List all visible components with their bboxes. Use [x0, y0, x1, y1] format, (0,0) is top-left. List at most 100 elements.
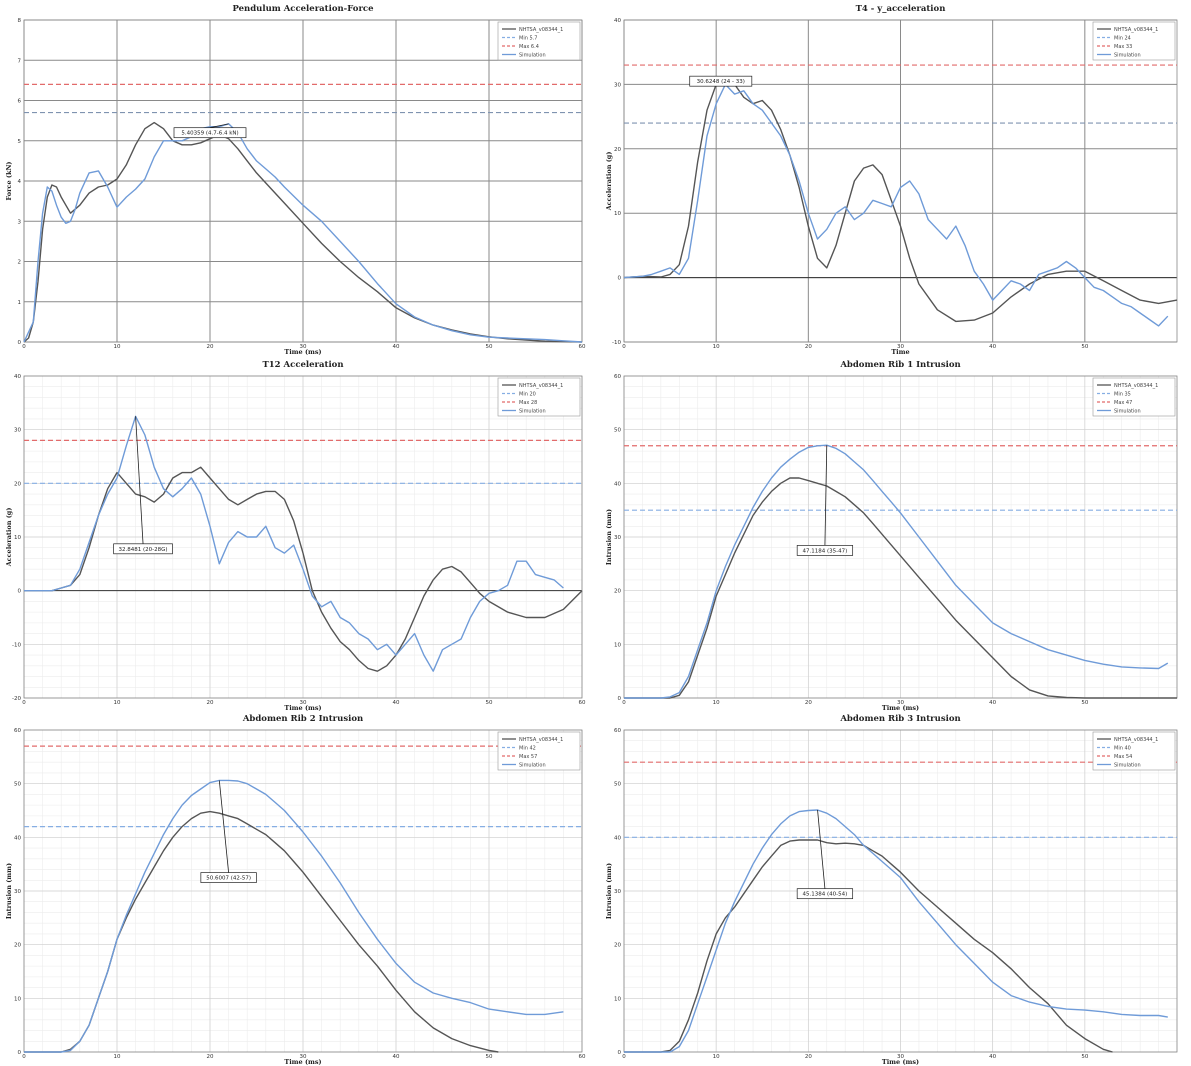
annotation-box — [113, 543, 173, 555]
legend-box — [1092, 21, 1176, 61]
y-tick-label: 40 — [614, 18, 621, 24]
plot-frame — [623, 729, 1178, 1053]
series-simulation-line — [24, 779, 564, 1053]
y-tick-label: 40 — [14, 835, 21, 841]
x-tick-label: 50 — [486, 1054, 493, 1060]
legend-box — [497, 377, 581, 417]
chart-title: Abdomen Rib 2 Intrusion — [242, 714, 363, 724]
x-tick-label: 40 — [989, 700, 996, 706]
legend-entry: Simulation — [1114, 763, 1141, 769]
panel-t4-y-acceleration: T4 - y_acceleration 0 10 20 30 40 50 -10 0 10 20 30… — [600, 0, 1191, 356]
annotation-text: 45.1384 (40-54) — [803, 892, 848, 898]
panel-abdomen-rib3: Abdomen Rib 3 Intrusion 0 10 20 30 40 50 0 10 20 3… — [600, 710, 1191, 1066]
chart-svg: Abdomen Rib 2 Intrusion 0 10 20 30 40 50 60 0 10 2… — [5, 714, 586, 1066]
y-tick-label: 2 — [18, 260, 22, 266]
legend-entry: NHTSA_v08344_1 — [1114, 383, 1158, 389]
legend-entry: NHTSA_v08344_1 — [519, 737, 563, 743]
y-tick-label: 20 — [14, 481, 21, 487]
x-tick-label: 50 — [1081, 1054, 1088, 1060]
y-tick-label: 4 — [18, 179, 22, 185]
x-axis-label: Time (ms) — [284, 704, 321, 712]
x-tick-label: 50 — [486, 700, 493, 706]
x-tick-label: 0 — [22, 344, 26, 350]
legend-box — [1092, 377, 1176, 417]
y-tick-label: 0 — [618, 696, 622, 702]
legend-entry: Min 42 — [519, 746, 536, 752]
y-tick-label: 8 — [18, 18, 22, 24]
x-axis-label: Time — [891, 348, 909, 356]
series-nhtsa-line — [24, 466, 583, 672]
y-tick-label: 40 — [614, 481, 621, 487]
legend-entry: Simulation — [519, 53, 546, 59]
legend-entry: Simulation — [1114, 409, 1141, 415]
y-axis-label: Intrusion (mm) — [605, 863, 613, 919]
x-tick-label: 10 — [713, 344, 720, 350]
legend-entry: NHTSA_v08344_1 — [1114, 27, 1158, 33]
panel-abdomen-rib2: Abdomen Rib 2 Intrusion 0 10 20 30 40 50 60 0 10 2… — [0, 710, 596, 1066]
plot-frame — [623, 375, 1178, 699]
legend-box — [1092, 731, 1176, 771]
x-tick-label: 50 — [1081, 700, 1088, 706]
x-tick-label: 60 — [579, 344, 586, 350]
y-tick-label: 30 — [14, 428, 21, 434]
y-tick-label: 30 — [14, 889, 21, 895]
x-tick-label: 20 — [805, 700, 812, 706]
x-tick-label: 30 — [897, 344, 904, 350]
x-tick-label: 10 — [114, 344, 121, 350]
series-simulation-line — [624, 809, 1168, 1053]
chart-title: Abdomen Rib 1 Intrusion — [839, 360, 960, 370]
x-tick-label: 30 — [897, 1054, 904, 1060]
y-tick-label: 30 — [614, 535, 621, 541]
x-tick-label: 40 — [393, 1054, 400, 1060]
x-tick-label: 30 — [897, 700, 904, 706]
x-tick-label: 30 — [300, 344, 307, 350]
chart-svg: Abdomen Rib 3 Intrusion 0 10 20 30 40 50 0 10 20 3… — [605, 714, 1178, 1066]
series-simulation-line — [24, 415, 564, 672]
legend-entry: Max 57 — [519, 754, 537, 760]
x-tick-label: 10 — [114, 700, 121, 706]
y-tick-label: 60 — [14, 728, 21, 734]
plot-frame — [23, 729, 583, 1053]
annotation-box — [796, 888, 854, 900]
panel-t12-acceleration: T12 Acceleration 0 10 20 30 40 50 60 -20 -10 0 10 20… — [0, 356, 596, 712]
x-tick-label: 60 — [579, 700, 586, 706]
y-tick-label: 0 — [18, 1050, 22, 1056]
y-tick-label: 3 — [18, 219, 22, 225]
x-tick-label: 40 — [393, 344, 400, 350]
y-tick-label: 60 — [614, 728, 621, 734]
legend-entry: NHTSA_v08344_1 — [519, 383, 563, 389]
y-tick-label: 10 — [14, 996, 21, 1002]
x-tick-label: 30 — [300, 700, 307, 706]
annotation-text: 30.6248 (24 - 33) — [697, 79, 745, 85]
annotation-box — [173, 127, 247, 139]
y-axis-label: Force (kN) — [5, 162, 13, 201]
legend-entry: Min 24 — [1114, 36, 1131, 42]
x-tick-label: 0 — [622, 1054, 626, 1060]
legend-box — [497, 731, 581, 771]
annotation-leader — [817, 809, 826, 889]
legend-entry: Simulation — [519, 409, 546, 415]
y-axis-label: Intrusion (mm) — [605, 509, 613, 565]
legend-box — [497, 21, 581, 61]
x-tick-label: 0 — [622, 344, 626, 350]
legend-entry: Max 33 — [1114, 44, 1132, 50]
legend-entry: Simulation — [1114, 53, 1141, 59]
annotation-leader — [209, 123, 229, 129]
y-tick-label: 20 — [14, 943, 21, 949]
y-tick-label: 7 — [18, 58, 22, 64]
y-tick-label: 50 — [14, 782, 21, 788]
series-nhtsa-line — [24, 810, 499, 1053]
plot-frame — [23, 375, 583, 699]
y-tick-label: -10 — [12, 642, 21, 648]
annotation-box — [200, 872, 257, 883]
x-axis-label: Time (ms) — [882, 1058, 919, 1066]
y-tick-label: -20 — [12, 696, 21, 702]
x-tick-label: 0 — [622, 700, 626, 706]
x-tick-label: 40 — [989, 344, 996, 350]
x-tick-label: 20 — [805, 344, 812, 350]
series-simulation-line — [623, 83, 1169, 327]
y-tick-label: 40 — [614, 835, 621, 841]
y-tick-label: 0 — [618, 276, 622, 282]
